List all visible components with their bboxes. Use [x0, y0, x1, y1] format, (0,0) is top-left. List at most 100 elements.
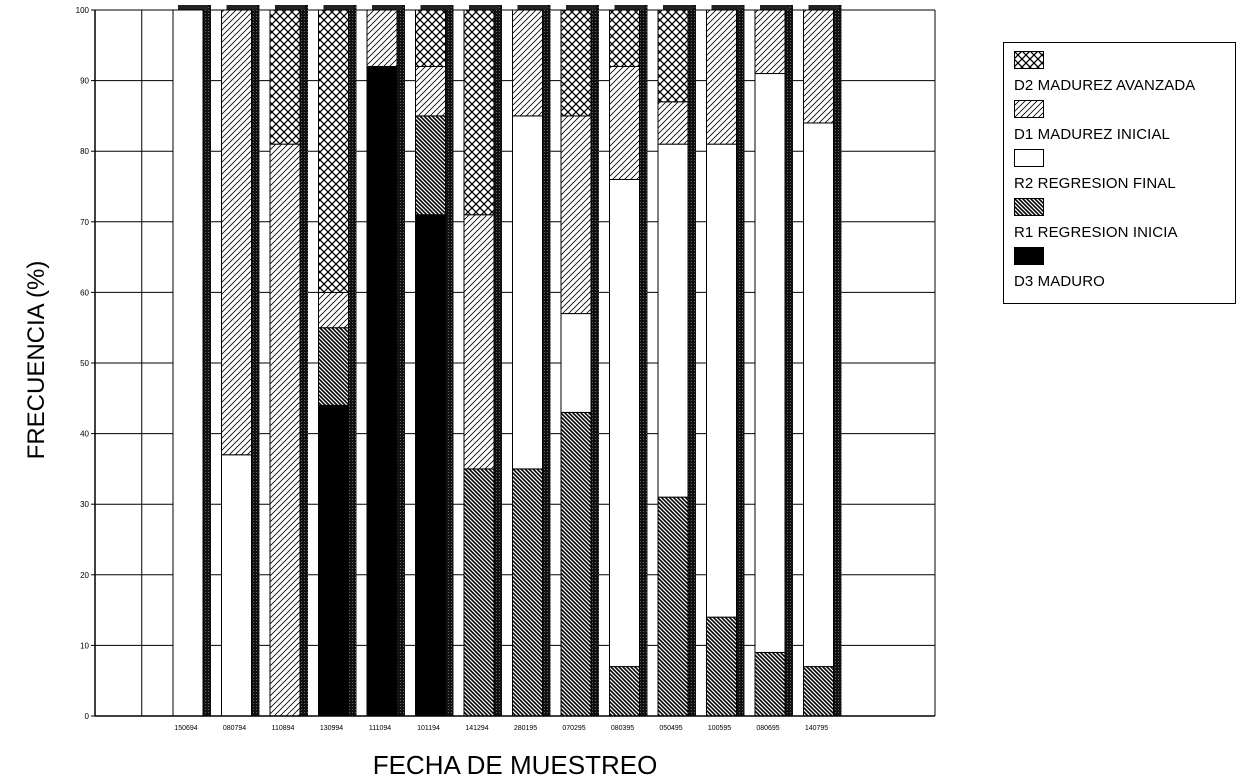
- bar-side-face: [300, 5, 308, 716]
- bar-side-face: [397, 5, 405, 716]
- bar-segment: [754, 9, 786, 75]
- bar-stack: [803, 5, 842, 717]
- y-tick-label: 30: [80, 500, 89, 509]
- legend: D2 MADUREZ AVANZADA D1 MADUREZ INICIAL R2 …: [1003, 42, 1236, 304]
- bar-side-face: [494, 5, 502, 716]
- legend-swatch: [1014, 100, 1044, 118]
- bar-top-face: [323, 5, 354, 10]
- y-tick-label: 80: [80, 147, 89, 156]
- bar-stack: [366, 5, 405, 717]
- legend-label: R2 REGRESION FINAL: [1014, 175, 1176, 192]
- bar-segment: [706, 9, 737, 145]
- bar-segment: [221, 454, 252, 717]
- bar-side-face: [785, 5, 793, 716]
- y-tick-label: 50: [80, 359, 89, 368]
- bar-side-face: [688, 5, 696, 716]
- bar-segment: [657, 496, 689, 717]
- bar-segment: [706, 143, 737, 618]
- x-tick-label: 070295: [562, 725, 585, 732]
- legend-swatch: [1014, 51, 1044, 69]
- bar-side-face: [833, 5, 842, 716]
- bar-stack: [221, 5, 260, 717]
- bar-segment: [415, 214, 446, 717]
- y-tick-label: 10: [80, 641, 89, 650]
- bar-segment: [560, 115, 592, 315]
- x-tick-label: 080695: [756, 725, 779, 732]
- x-tick-label: 100595: [708, 725, 731, 732]
- bar-segment: [366, 9, 398, 67]
- bar-segment: [609, 65, 640, 180]
- bar-top-face: [420, 5, 451, 10]
- bar-segment: [560, 313, 592, 413]
- bar-segment: [754, 73, 786, 653]
- bar-segment: [609, 178, 640, 668]
- legend-label: D2 MADUREZ AVANZADA: [1014, 77, 1196, 94]
- legend-item: D3 MADURO: [1014, 247, 1105, 290]
- bar-top-face: [372, 5, 402, 10]
- bar-segment: [803, 666, 834, 717]
- bar-top-face: [760, 5, 790, 10]
- x-tick-label: 111094: [369, 725, 391, 732]
- bar-side-face: [591, 5, 599, 716]
- legend-swatch: [1014, 247, 1044, 265]
- bar-segment: [269, 9, 301, 145]
- bar-top-face: [614, 5, 645, 10]
- bar-side-face: [251, 5, 260, 716]
- bar-segment: [318, 291, 349, 329]
- bars: [172, 5, 842, 717]
- bar-segment: [463, 214, 495, 470]
- bar-side-face: [203, 5, 211, 716]
- legend-swatch: [1014, 198, 1044, 216]
- y-tick-label: 40: [80, 430, 89, 439]
- bar-stack: [172, 5, 211, 717]
- bar-segment: [803, 122, 834, 668]
- bar-stack: [512, 5, 551, 717]
- bar-top-face: [469, 5, 499, 10]
- y-axis-title: FRECUENCIA (%): [23, 261, 50, 460]
- bar-segment: [512, 468, 543, 717]
- bar-side-face: [542, 5, 551, 716]
- bar-segment: [803, 9, 834, 124]
- bar-top-face: [711, 5, 742, 10]
- bar-segment: [318, 404, 349, 717]
- bar-top-face: [566, 5, 596, 10]
- bar-segment: [221, 9, 252, 456]
- bar-segment: [172, 9, 204, 717]
- bar-segment: [463, 9, 495, 216]
- legend-swatch: [1014, 149, 1044, 167]
- legend-label: D3 MADURO: [1014, 273, 1105, 290]
- bar-segment: [415, 65, 446, 117]
- bar-stack: [706, 5, 745, 717]
- x-tick-label: 280195: [514, 725, 537, 732]
- y-tick-label: 20: [80, 571, 89, 580]
- x-tick-label: 050495: [659, 725, 682, 732]
- x-tick-label: 141294: [465, 725, 488, 732]
- bar-segment: [415, 115, 446, 216]
- bar-segment: [366, 65, 398, 717]
- bar-segment: [754, 651, 786, 717]
- bar-top-face: [226, 5, 257, 10]
- x-tick-label: 101194: [417, 725, 440, 732]
- bar-segment: [415, 9, 446, 67]
- bar-stack: [415, 5, 454, 717]
- bar-segment: [512, 115, 543, 470]
- legend-item: D2 MADUREZ AVANZADA: [1014, 51, 1195, 94]
- bar-segment: [560, 411, 592, 717]
- y-tick-label: 90: [80, 77, 89, 86]
- x-tick-label: 080794: [223, 725, 246, 732]
- bar-stack: [463, 5, 502, 717]
- bar-segment: [463, 468, 495, 717]
- bar-stack: [318, 5, 357, 717]
- legend-label: R1 REGRESION INICIA: [1014, 224, 1178, 241]
- y-tick-label: 100: [76, 6, 90, 15]
- bar-segment: [609, 666, 640, 717]
- bar-segment: [512, 9, 543, 117]
- bar-side-face: [736, 5, 745, 716]
- bar-segment: [318, 9, 349, 293]
- x-tick-label: 140795: [805, 725, 828, 732]
- bar-stack: [269, 5, 308, 717]
- x-tick-label: 150694: [174, 725, 197, 732]
- x-tick-label: 130994: [320, 725, 343, 732]
- x-tick-label: 080395: [611, 725, 634, 732]
